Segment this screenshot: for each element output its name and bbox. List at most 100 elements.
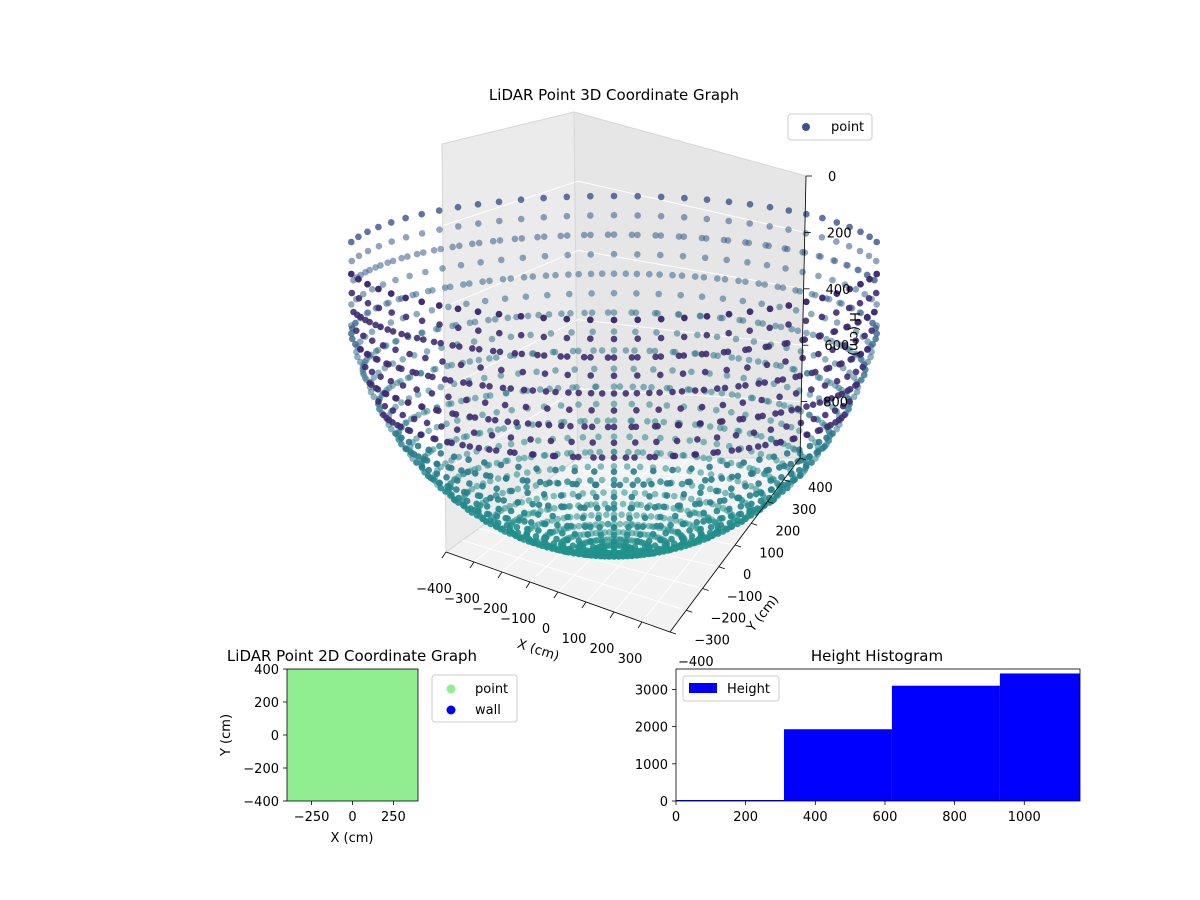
point-marker	[610, 372, 618, 380]
point-marker	[713, 507, 721, 515]
point-marker	[678, 480, 686, 488]
point-marker	[781, 340, 789, 348]
point-marker	[718, 389, 726, 397]
point-marker	[777, 483, 784, 490]
point-marker	[622, 454, 630, 461]
point-marker	[591, 468, 598, 475]
point-marker	[757, 497, 765, 505]
point-marker	[859, 363, 867, 371]
point-marker	[629, 481, 637, 489]
point-marker	[581, 523, 589, 531]
point-marker	[540, 491, 548, 498]
point-marker	[633, 389, 641, 397]
point-marker	[513, 471, 521, 478]
point-marker	[489, 237, 497, 245]
point-marker	[688, 368, 695, 376]
point-marker	[726, 519, 734, 527]
point-marker	[857, 309, 865, 317]
point-marker	[610, 454, 618, 462]
point-marker	[466, 480, 473, 487]
point-marker	[833, 309, 840, 316]
point-marker	[496, 217, 503, 225]
point-marker	[772, 322, 779, 330]
point-marker	[767, 486, 775, 494]
point-marker	[397, 423, 404, 431]
point-marker	[433, 460, 441, 468]
point-marker	[423, 419, 431, 427]
point-marker	[571, 530, 579, 538]
point-marker	[806, 411, 813, 419]
point-marker	[382, 390, 390, 398]
y-tick-mark	[783, 479, 790, 483]
point-marker	[573, 513, 581, 520]
point-marker	[385, 361, 392, 368]
point-marker	[357, 313, 364, 321]
point-marker	[746, 201, 754, 208]
point-marker	[776, 303, 783, 311]
point-marker	[521, 454, 528, 462]
point-marker	[573, 480, 580, 488]
point-marker	[437, 383, 445, 391]
y-tick-mark	[702, 588, 709, 591]
point-marker	[782, 265, 789, 272]
point-marker	[653, 438, 660, 446]
point-marker	[725, 310, 733, 318]
point-marker	[697, 489, 704, 497]
point-marker	[691, 451, 698, 458]
point-marker	[439, 358, 446, 365]
point-marker	[728, 354, 736, 361]
point-marker	[657, 232, 665, 239]
point-marker	[632, 328, 639, 336]
point-marker	[552, 388, 559, 396]
point-marker	[698, 293, 706, 301]
point-marker	[777, 409, 785, 416]
point-marker	[409, 291, 417, 299]
y-tick-label: 0	[743, 568, 751, 583]
point-marker	[541, 520, 549, 528]
point-marker	[417, 431, 425, 439]
y-tick-label: 1000	[635, 758, 668, 773]
point-marker	[518, 534, 526, 541]
x-tick-label: 0	[542, 622, 550, 637]
point-marker	[377, 373, 384, 381]
point-marker	[375, 304, 383, 312]
point-marker	[501, 401, 509, 409]
point-marker	[551, 505, 558, 512]
point-marker	[587, 389, 595, 397]
x-tick-mark	[581, 601, 587, 609]
point-marker	[504, 418, 512, 426]
point-marker	[660, 418, 668, 426]
point-marker	[779, 488, 786, 495]
point-marker	[843, 323, 850, 331]
point-marker	[496, 348, 504, 356]
point-marker	[736, 416, 743, 423]
point-marker	[437, 245, 445, 253]
point-marker	[610, 231, 618, 238]
point-marker	[587, 538, 594, 545]
point-marker	[418, 329, 425, 337]
point-marker	[481, 399, 489, 407]
point-marker	[857, 280, 864, 288]
point-marker	[803, 329, 810, 337]
point-marker	[828, 337, 835, 345]
point-marker	[684, 478, 692, 486]
point-marker	[623, 531, 631, 539]
point-marker	[364, 228, 371, 236]
point-marker	[475, 346, 483, 353]
point-marker	[604, 417, 612, 425]
point-marker	[686, 527, 693, 534]
point-marker	[521, 438, 528, 446]
point-marker	[788, 406, 795, 414]
point-marker	[395, 295, 403, 303]
point-marker	[595, 433, 602, 441]
point-marker	[651, 504, 659, 511]
point-marker	[803, 403, 810, 410]
point-marker	[597, 463, 605, 470]
point-marker	[829, 346, 836, 354]
point-marker	[437, 450, 445, 457]
point-marker	[552, 271, 559, 279]
z-tick-label: 800	[823, 396, 848, 411]
point-marker	[610, 335, 618, 343]
point-marker	[746, 308, 754, 316]
point-marker	[700, 509, 707, 517]
